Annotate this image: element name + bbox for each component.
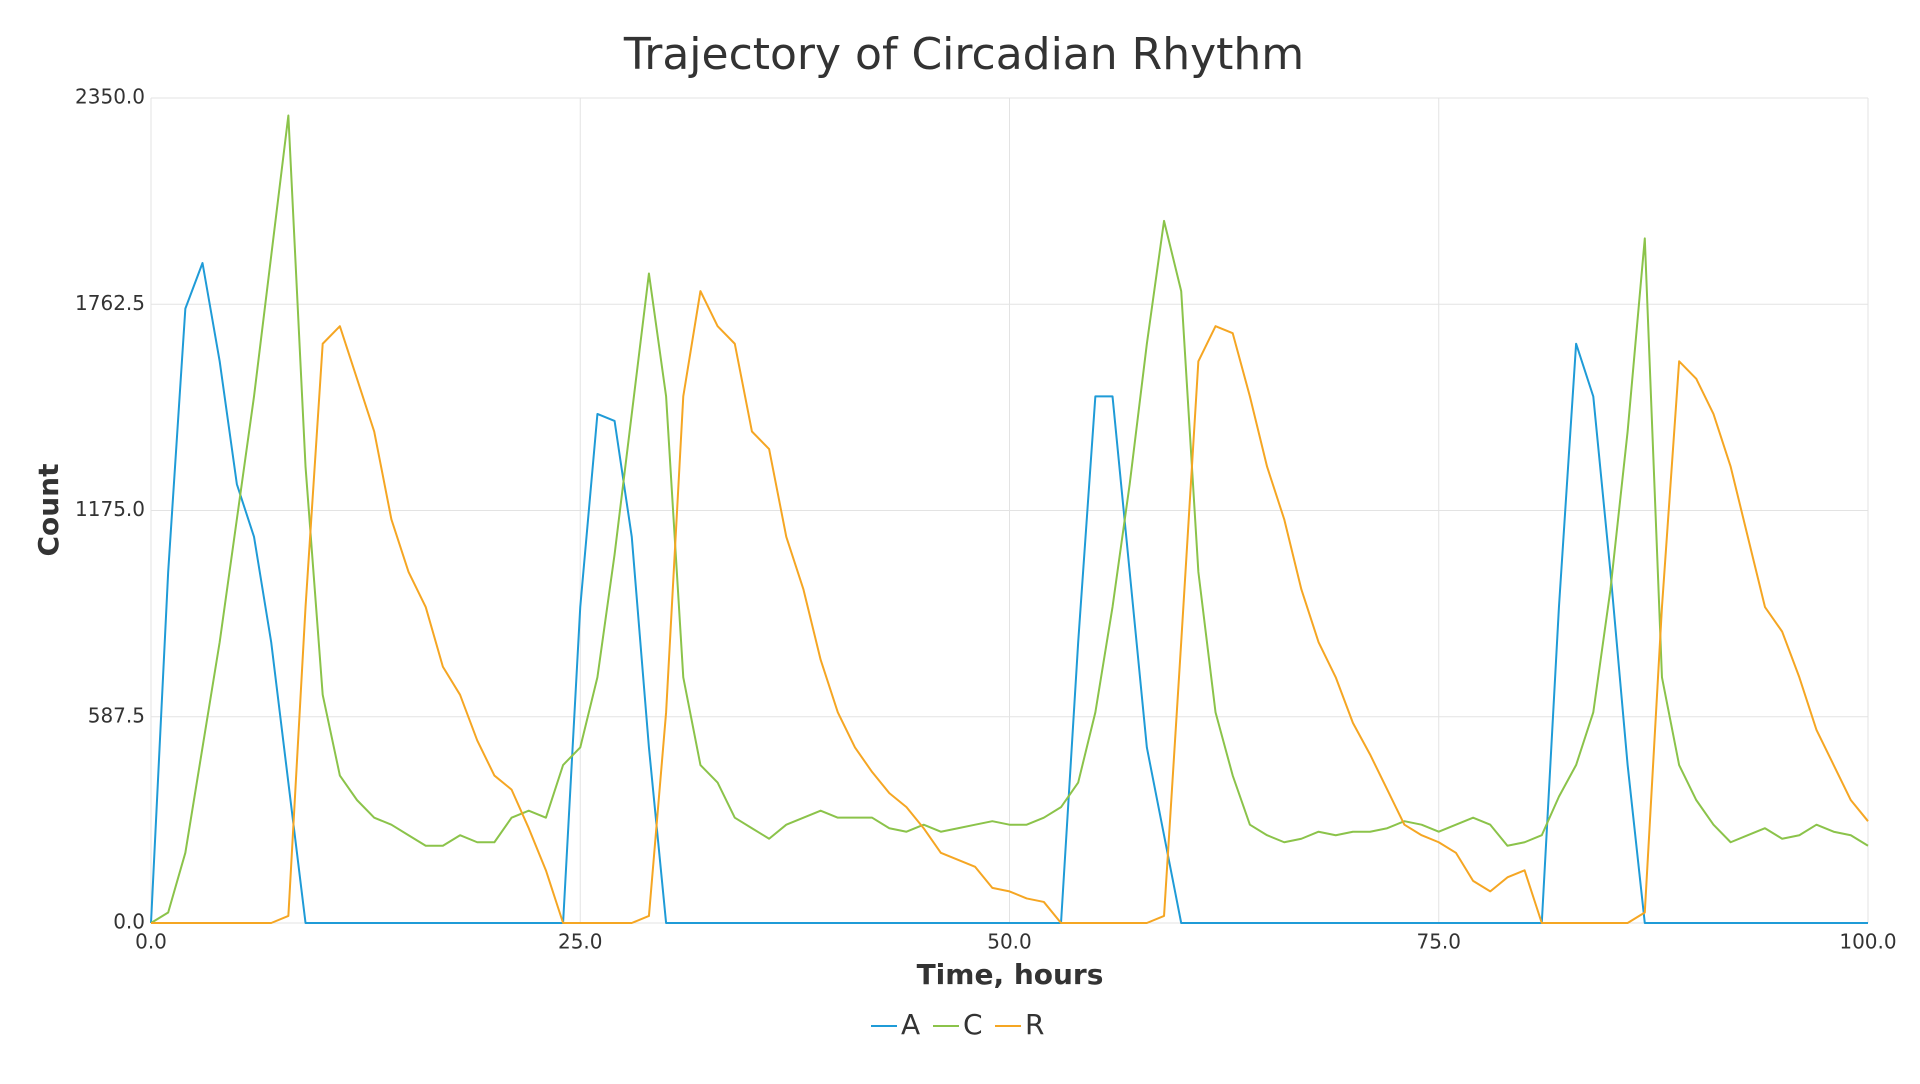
legend-label: C [963,1008,983,1041]
x-tick-label: 0.0 [135,930,167,954]
y-tick-label: 1762.5 [75,291,145,315]
series-line [150,262,1868,924]
y-tick-label: 1175.0 [75,497,145,521]
legend-label: A [901,1008,920,1041]
x-tick-label: 100.0 [1839,930,1896,954]
legend-label: R [1025,1008,1044,1041]
series-line [150,114,1869,924]
y-tick-label: 587.5 [88,703,145,727]
y-tick-label: 2350.0 [75,85,145,109]
x-tick-label: 50.0 [987,930,1032,954]
x-tick-label: 75.0 [1416,930,1461,954]
x-axis-label: Time, hours [917,958,1104,991]
series-line [151,290,1869,924]
y-axis-label: Count [32,463,65,556]
chart-title: Trajectory of Circadian Rhythm [623,29,1304,80]
y-tick-label: 0.0 [113,910,145,934]
x-tick-label: 25.0 [558,930,603,954]
